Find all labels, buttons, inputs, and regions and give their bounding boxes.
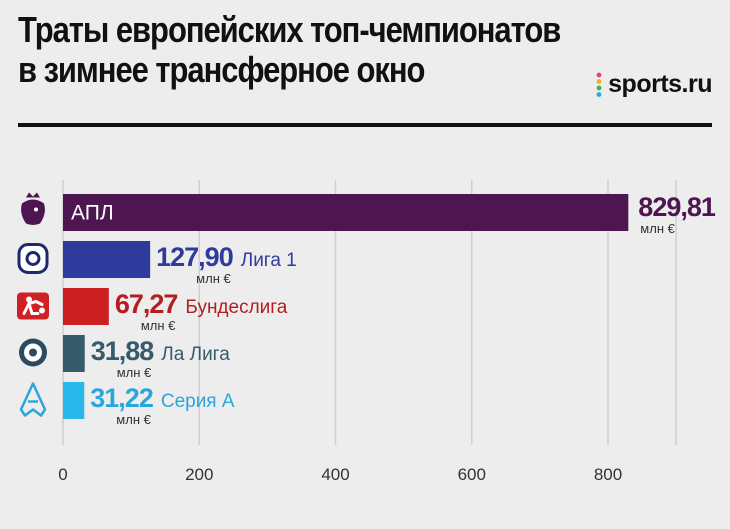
category-label: АПЛ (71, 202, 114, 225)
x-tick-label: 200 (185, 465, 213, 484)
category-label: Серия А (161, 391, 235, 412)
bar (63, 335, 85, 372)
unit-label: млн € (640, 221, 675, 236)
category-label: Лига 1 (241, 250, 297, 271)
chart-title: Траты европейских топ-чемпионатов в зимн… (18, 9, 561, 90)
category-label: Ла Лига (161, 344, 230, 365)
ligue1-logo-icon (17, 243, 49, 274)
unit-label: млн € (141, 318, 176, 333)
bar (63, 241, 151, 278)
lion-head-shape (21, 199, 45, 225)
value-label: 31,22 (90, 383, 153, 413)
x-tick-label: 0 (58, 465, 67, 484)
value-label: 67,27 (115, 289, 178, 319)
value-label: 127,90 (156, 242, 233, 272)
serie-a-shape (19, 382, 47, 417)
brand-logo: sports.ru (596, 70, 712, 99)
laliga-ball-icon (19, 338, 47, 367)
serie-a-logo-icon (19, 382, 47, 417)
x-tick-label: 600 (458, 465, 486, 484)
brand-name: sports.ru (608, 70, 712, 98)
bar (63, 288, 109, 325)
bundesliga-player-icon (17, 292, 49, 320)
x-tick-label: 400 (321, 465, 349, 484)
unit-label: млн € (117, 365, 152, 380)
title-line-2: в зимнее трансферное окно (18, 49, 425, 90)
laliga-core (29, 348, 37, 357)
title-divider (18, 123, 712, 127)
player-ball (39, 307, 45, 314)
crown-shape (26, 192, 40, 198)
bar (63, 382, 85, 419)
player-head (26, 296, 32, 303)
player-body (22, 299, 44, 315)
x-tick-label: 800 (594, 465, 622, 484)
bundesliga-badge (17, 292, 49, 320)
lion-eye (34, 207, 38, 212)
title-line-1: Траты европейских топ-чемпионатов (18, 9, 561, 50)
unit-label: млн € (116, 412, 151, 427)
value-label: 31,88 (91, 336, 155, 366)
value-label: 829,81 (638, 192, 716, 222)
brand-dots-icon (596, 72, 602, 97)
bar (63, 194, 629, 231)
ligue1-frame (17, 243, 49, 274)
ligue1-ring (25, 251, 41, 266)
unit-label: млн € (196, 271, 231, 286)
category-label: Бундеслига (185, 297, 287, 318)
premier-league-lion-icon (21, 192, 45, 225)
